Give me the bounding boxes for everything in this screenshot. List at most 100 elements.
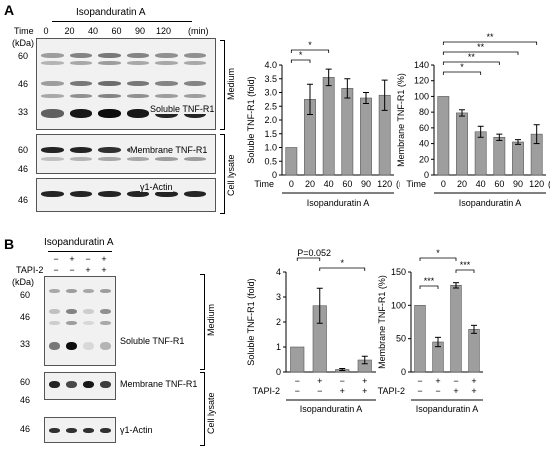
significance-label: *: [299, 50, 303, 60]
blot-band: [69, 94, 92, 98]
y-tick-label: 1.5: [264, 129, 277, 139]
blot-band: [41, 157, 64, 161]
significance-label: ***: [424, 276, 435, 286]
tapi-sign: +: [362, 386, 367, 396]
tapi-sign: +: [471, 386, 476, 396]
blot-band: [49, 428, 60, 433]
significance-bracket: [319, 267, 366, 271]
lysate-side-label: Cell lysate: [226, 154, 236, 196]
blot-band: [83, 381, 94, 388]
x-tick-label: 120: [377, 179, 392, 189]
blot-band: [98, 157, 121, 161]
panel-b-soluble-blot: [44, 276, 116, 366]
tapi-sign: +: [85, 265, 91, 275]
blot-band: [41, 147, 64, 153]
blot-band: [69, 61, 92, 65]
blot-band: [98, 191, 121, 197]
x-tick-label: 90: [513, 179, 523, 189]
y-axis-label: Membrane TNF-R1 (%): [396, 73, 406, 167]
blot-band: [98, 53, 121, 58]
blot-label-membrane: Membrane TNF-R1: [130, 145, 208, 155]
blot-band: [69, 191, 92, 197]
significance-bracket: [455, 269, 475, 273]
bar: [493, 136, 506, 176]
blot-band: [83, 342, 94, 350]
blot-band: [66, 321, 77, 325]
time-point-label: 120: [155, 26, 172, 36]
x-tick-label: 20: [305, 179, 315, 189]
blot-band: [66, 381, 77, 388]
marker-b-46: 46: [20, 312, 31, 322]
blot-band: [100, 381, 111, 388]
significance-bracket: [442, 51, 519, 55]
b-medium-bracket: [200, 274, 205, 370]
panel-a-soluble-chart: 0 0.5 1.0 1.5 2.0 2.5 3.0 3.5 4.0 Soluble TNF-R1 …: [246, 40, 400, 208]
blot-band: [155, 157, 178, 161]
y-tick-label: 100: [414, 91, 429, 101]
panel-b-kda-label: (kDa): [12, 277, 34, 287]
x-axis-unit: (min): [396, 179, 400, 189]
y-tick-label: 4: [276, 267, 281, 277]
drug-sign: −: [417, 376, 422, 386]
time-point-label: 90: [134, 26, 145, 36]
y-tick-label: 20: [419, 154, 429, 164]
panel-b-actin-blot: [44, 417, 116, 443]
tapi-sign: −: [317, 386, 322, 396]
blot-band: [183, 81, 206, 86]
y-tick-label: 2.0: [264, 115, 277, 125]
panel-a-time-unit: (min): [188, 26, 209, 36]
tapi-sign: −: [69, 265, 75, 275]
blot-band: [49, 309, 60, 314]
significance-bracket: [442, 41, 538, 45]
medium-bracket: [220, 40, 225, 130]
bar: [290, 346, 305, 373]
group-label: Isopanduratin A: [307, 198, 370, 208]
time-point-label: 0: [43, 26, 49, 36]
blot-band: [41, 191, 64, 197]
blot-b-label-soluble: Soluble TNF-R1: [120, 336, 185, 346]
blot-band: [126, 109, 149, 118]
blot-band: [155, 53, 178, 58]
bar: [474, 131, 487, 176]
b-lysate-side-label: Cell lysate: [206, 392, 216, 434]
significance-bracket: [419, 257, 457, 261]
y-tick-label: 4.0: [264, 60, 277, 70]
time-point-label: 60: [111, 26, 122, 36]
marker-b-60-b: 60: [20, 377, 31, 387]
significance-bracket: [290, 49, 330, 53]
blot-band: [100, 342, 111, 350]
blot-band: [155, 94, 178, 98]
significance-label: *: [460, 62, 464, 72]
blot-band: [41, 109, 64, 118]
drug-sign: +: [435, 376, 440, 386]
bar: [450, 285, 462, 373]
blot-band: [41, 61, 64, 65]
significance-label: **: [477, 42, 485, 52]
lysate-bracket: [220, 134, 225, 214]
blot-band: [83, 289, 94, 293]
blot-band: [126, 81, 149, 86]
significance-bracket: [296, 257, 321, 261]
blot-band: [100, 321, 111, 325]
medium-side-label: Medium: [226, 67, 236, 100]
blot-band: [66, 428, 77, 433]
blot-band: [183, 94, 206, 98]
blot-label-soluble: Soluble TNF-R1: [150, 104, 215, 114]
tapi-sign: −: [53, 265, 59, 275]
significance-bracket: [290, 59, 311, 63]
marker-b-46-c: 46: [20, 424, 31, 434]
y-tick-label: 1.0: [264, 143, 277, 153]
blot-band: [126, 191, 149, 197]
drug-sign: +: [362, 376, 367, 386]
y-tick-label: 140: [414, 60, 429, 70]
panel-b-drug-label: Isopanduratin A: [44, 237, 114, 248]
bar: [322, 77, 335, 176]
panel-a-drug-label: Isopanduratin A: [76, 7, 146, 18]
significance-label: *: [308, 40, 312, 50]
drug-sign: −: [340, 376, 345, 386]
significance-label: **: [468, 52, 476, 62]
marker-b-46-b: 46: [20, 395, 31, 405]
drug-sign: −: [85, 254, 91, 264]
blot-band: [49, 321, 60, 325]
x-tick-label: 0: [289, 179, 294, 189]
